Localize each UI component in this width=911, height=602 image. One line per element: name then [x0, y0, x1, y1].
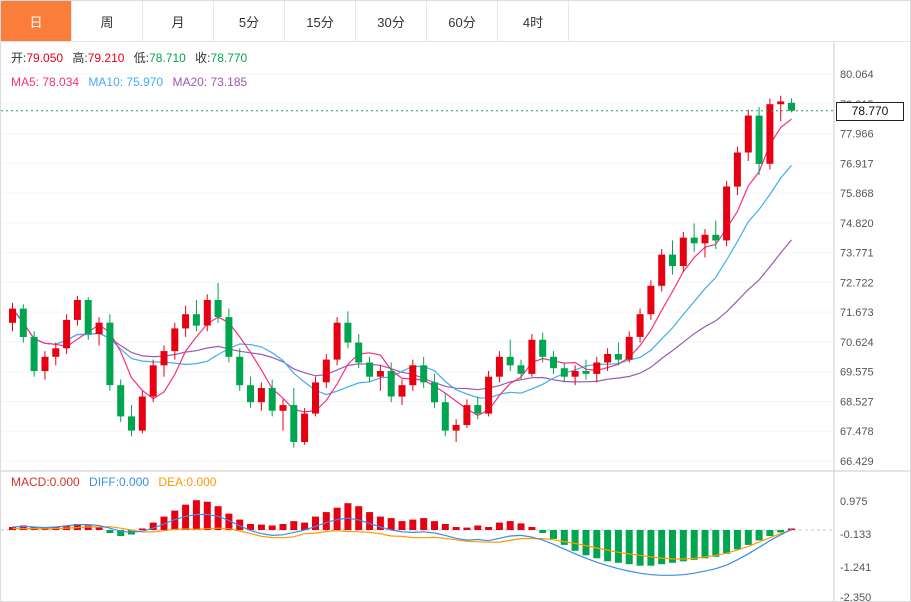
diff-line [12, 513, 792, 576]
close-value: 78.770 [210, 51, 248, 65]
tab-5min[interactable]: 5分 [214, 1, 285, 41]
candles-layer [9, 95, 795, 448]
ma10-line [12, 164, 792, 399]
svg-text:74.820: 74.820 [840, 218, 874, 230]
high-value: 79.210 [87, 51, 125, 65]
svg-text:77.966: 77.966 [840, 129, 874, 141]
price-gridlines [1, 73, 834, 462]
macd-histogram [9, 500, 795, 566]
ma20-legend: MA20: 73.185 [172, 75, 248, 89]
svg-text:69.575: 69.575 [840, 367, 874, 379]
tab-30min[interactable]: 30分 [356, 1, 427, 41]
ma20-line [12, 239, 792, 391]
svg-text:-1.241: -1.241 [840, 562, 871, 574]
tab-60min[interactable]: 60分 [427, 1, 498, 41]
open-label: 开: [11, 51, 27, 65]
ma5-legend: MA5: 78.034 [11, 75, 80, 89]
tab-15min[interactable]: 15分 [285, 1, 356, 41]
svg-text:0.975: 0.975 [840, 496, 868, 508]
ma5-line [12, 118, 792, 416]
tab-month[interactable]: 月 [143, 1, 214, 41]
macd-value: MACD:0.000 [11, 475, 80, 489]
ma10-legend: MA10: 75.970 [88, 75, 164, 89]
dea-line [12, 526, 792, 560]
high-label: 高: [72, 51, 88, 65]
price-axis-labels: 80.06479.01577.96676.91775.86874.82073.7… [840, 69, 874, 468]
svg-text:-2.350: -2.350 [840, 592, 871, 602]
tab-week[interactable]: 周 [72, 1, 143, 41]
svg-text:68.527: 68.527 [840, 396, 874, 408]
diff-value: DIFF:0.000 [89, 475, 150, 489]
current-price-tag: 78.770 [836, 102, 904, 121]
svg-text:66.429: 66.429 [840, 456, 874, 468]
svg-text:71.673: 71.673 [840, 307, 874, 319]
dea-value: DEA:0.000 [158, 475, 217, 489]
svg-text:76.917: 76.917 [840, 158, 874, 170]
tab-4hour[interactable]: 4时 [498, 1, 569, 41]
macd-axis-labels: 0.975 -0.133 -1.241 -2.350 [840, 496, 871, 602]
ohlc-legend: 开:79.050 高:79.210 低:78.710 收:78.770 [11, 50, 253, 66]
tab-day[interactable]: 日 [1, 1, 72, 41]
open-value: 79.050 [26, 51, 64, 65]
svg-text:70.624: 70.624 [840, 337, 874, 349]
period-toolbar: 日 周 月 5分 15分 30分 60分 4时 [1, 1, 910, 42]
svg-text:-0.133: -0.133 [840, 529, 871, 541]
low-value: 78.710 [149, 51, 186, 65]
low-label: 低: [133, 51, 150, 65]
svg-text:80.064: 80.064 [840, 69, 874, 81]
macd-legend: MACD:0.000 DIFF:0.000 DEA:0.000 [11, 474, 222, 490]
svg-text:73.771: 73.771 [840, 248, 874, 260]
svg-text:72.722: 72.722 [840, 277, 874, 289]
ma-legend: MA5: 78.034 MA10: 75.970 MA20: 73.185 [11, 74, 253, 90]
svg-text:67.478: 67.478 [840, 426, 874, 438]
svg-text:75.868: 75.868 [840, 188, 874, 200]
close-label: 收: [195, 51, 211, 65]
candlestick-chart-canvas[interactable]: 80.06479.01577.96676.91775.86874.82073.7… [1, 41, 911, 602]
